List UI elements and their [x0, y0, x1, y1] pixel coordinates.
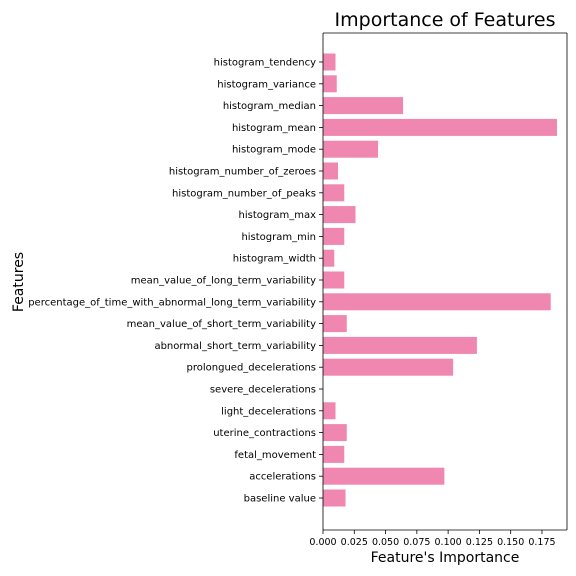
bar-baseline-value [323, 489, 346, 507]
bar-prolongued-decelerations [323, 358, 454, 376]
bar-histogram-tendency [323, 53, 336, 71]
y-tick-label: mean_value_of_long_term_variability [131, 276, 316, 287]
bar-uterine-contractions [323, 424, 347, 442]
x-tick-label: 0.075 [403, 537, 430, 548]
bar-histogram-number-of-peaks [323, 184, 345, 202]
y-tick-label: percentage_of_time_with_abnormal_long_te… [28, 297, 316, 308]
y-tick-label: light_decelerations [221, 406, 316, 417]
y-tick-label: histogram_number_of_peaks [172, 188, 316, 199]
y-tick-label: severe_decelerations [210, 385, 316, 396]
bar-histogram-width [323, 249, 335, 267]
bar-mean-value-of-short-term-variability [323, 315, 347, 333]
bar-histogram-median [323, 97, 404, 115]
y-tick-label: histogram_variance [217, 79, 316, 90]
y-tick-label: mean_value_of_short_term_variability [127, 319, 316, 330]
bar-histogram-max [323, 206, 356, 224]
y-tick-label: abnormal_short_term_variability [154, 341, 316, 352]
y-tick-label: histogram_mean [232, 123, 316, 134]
x-ticks-group: 0.000 0.025 0.050 0.075 0.100 0.125 0.150 0.175 [309, 530, 556, 548]
bar-histogram-mean [323, 118, 557, 136]
y-tick-label: histogram_max [239, 210, 317, 221]
x-tick-label: 0.150 [497, 537, 524, 548]
bar-percentage-of-time-with-abnormal-long-term-variability [323, 293, 551, 311]
y-tick-label: histogram_min [241, 232, 316, 243]
bar-fetal-movement [323, 445, 345, 463]
y-tick-label: histogram_median [223, 101, 316, 112]
bar-histogram-number-of-zeroes [323, 162, 339, 180]
y-tick-labels: baseline value accelerations fetal_movemen… [28, 58, 323, 505]
bar-histogram-variance [323, 75, 337, 93]
chart-title: Importance of Features [335, 9, 556, 31]
x-tick-label: 0.100 [435, 537, 462, 548]
bar-mean-value-of-long-term-variability [323, 271, 345, 289]
bar-histogram-mode [323, 140, 379, 158]
bars-group [323, 53, 557, 507]
bar-light-decelerations [323, 402, 336, 420]
bar-histogram-min [323, 227, 345, 245]
y-tick-label: histogram_tendency [214, 58, 316, 69]
bar-accelerations [323, 467, 445, 485]
x-tick-label: 0.000 [309, 537, 336, 548]
y-tick-label: uterine_contractions [213, 428, 316, 439]
bar-abnormal-short-term-variability [323, 336, 477, 354]
y-tick-label: baseline value [244, 494, 316, 505]
x-tick-label: 0.025 [341, 537, 368, 548]
y-tick-label: histogram_number_of_zeroes [169, 167, 316, 178]
y-tick-label: accelerations [249, 472, 316, 483]
y-tick-label: prolongued_decelerations [187, 363, 316, 374]
y-tick-label: histogram_width [233, 254, 316, 265]
axes-spines [322, 32, 568, 531]
x-axis-title: Feature's Importance [371, 550, 520, 566]
y-axis-title: Features [11, 252, 27, 312]
y-tick-label: fetal_movement [234, 450, 316, 461]
x-tick-label: 0.125 [466, 537, 493, 548]
x-tick-label: 0.175 [528, 537, 555, 548]
y-tick-label: histogram_mode [232, 145, 316, 156]
x-tick-label: 0.050 [372, 537, 399, 548]
